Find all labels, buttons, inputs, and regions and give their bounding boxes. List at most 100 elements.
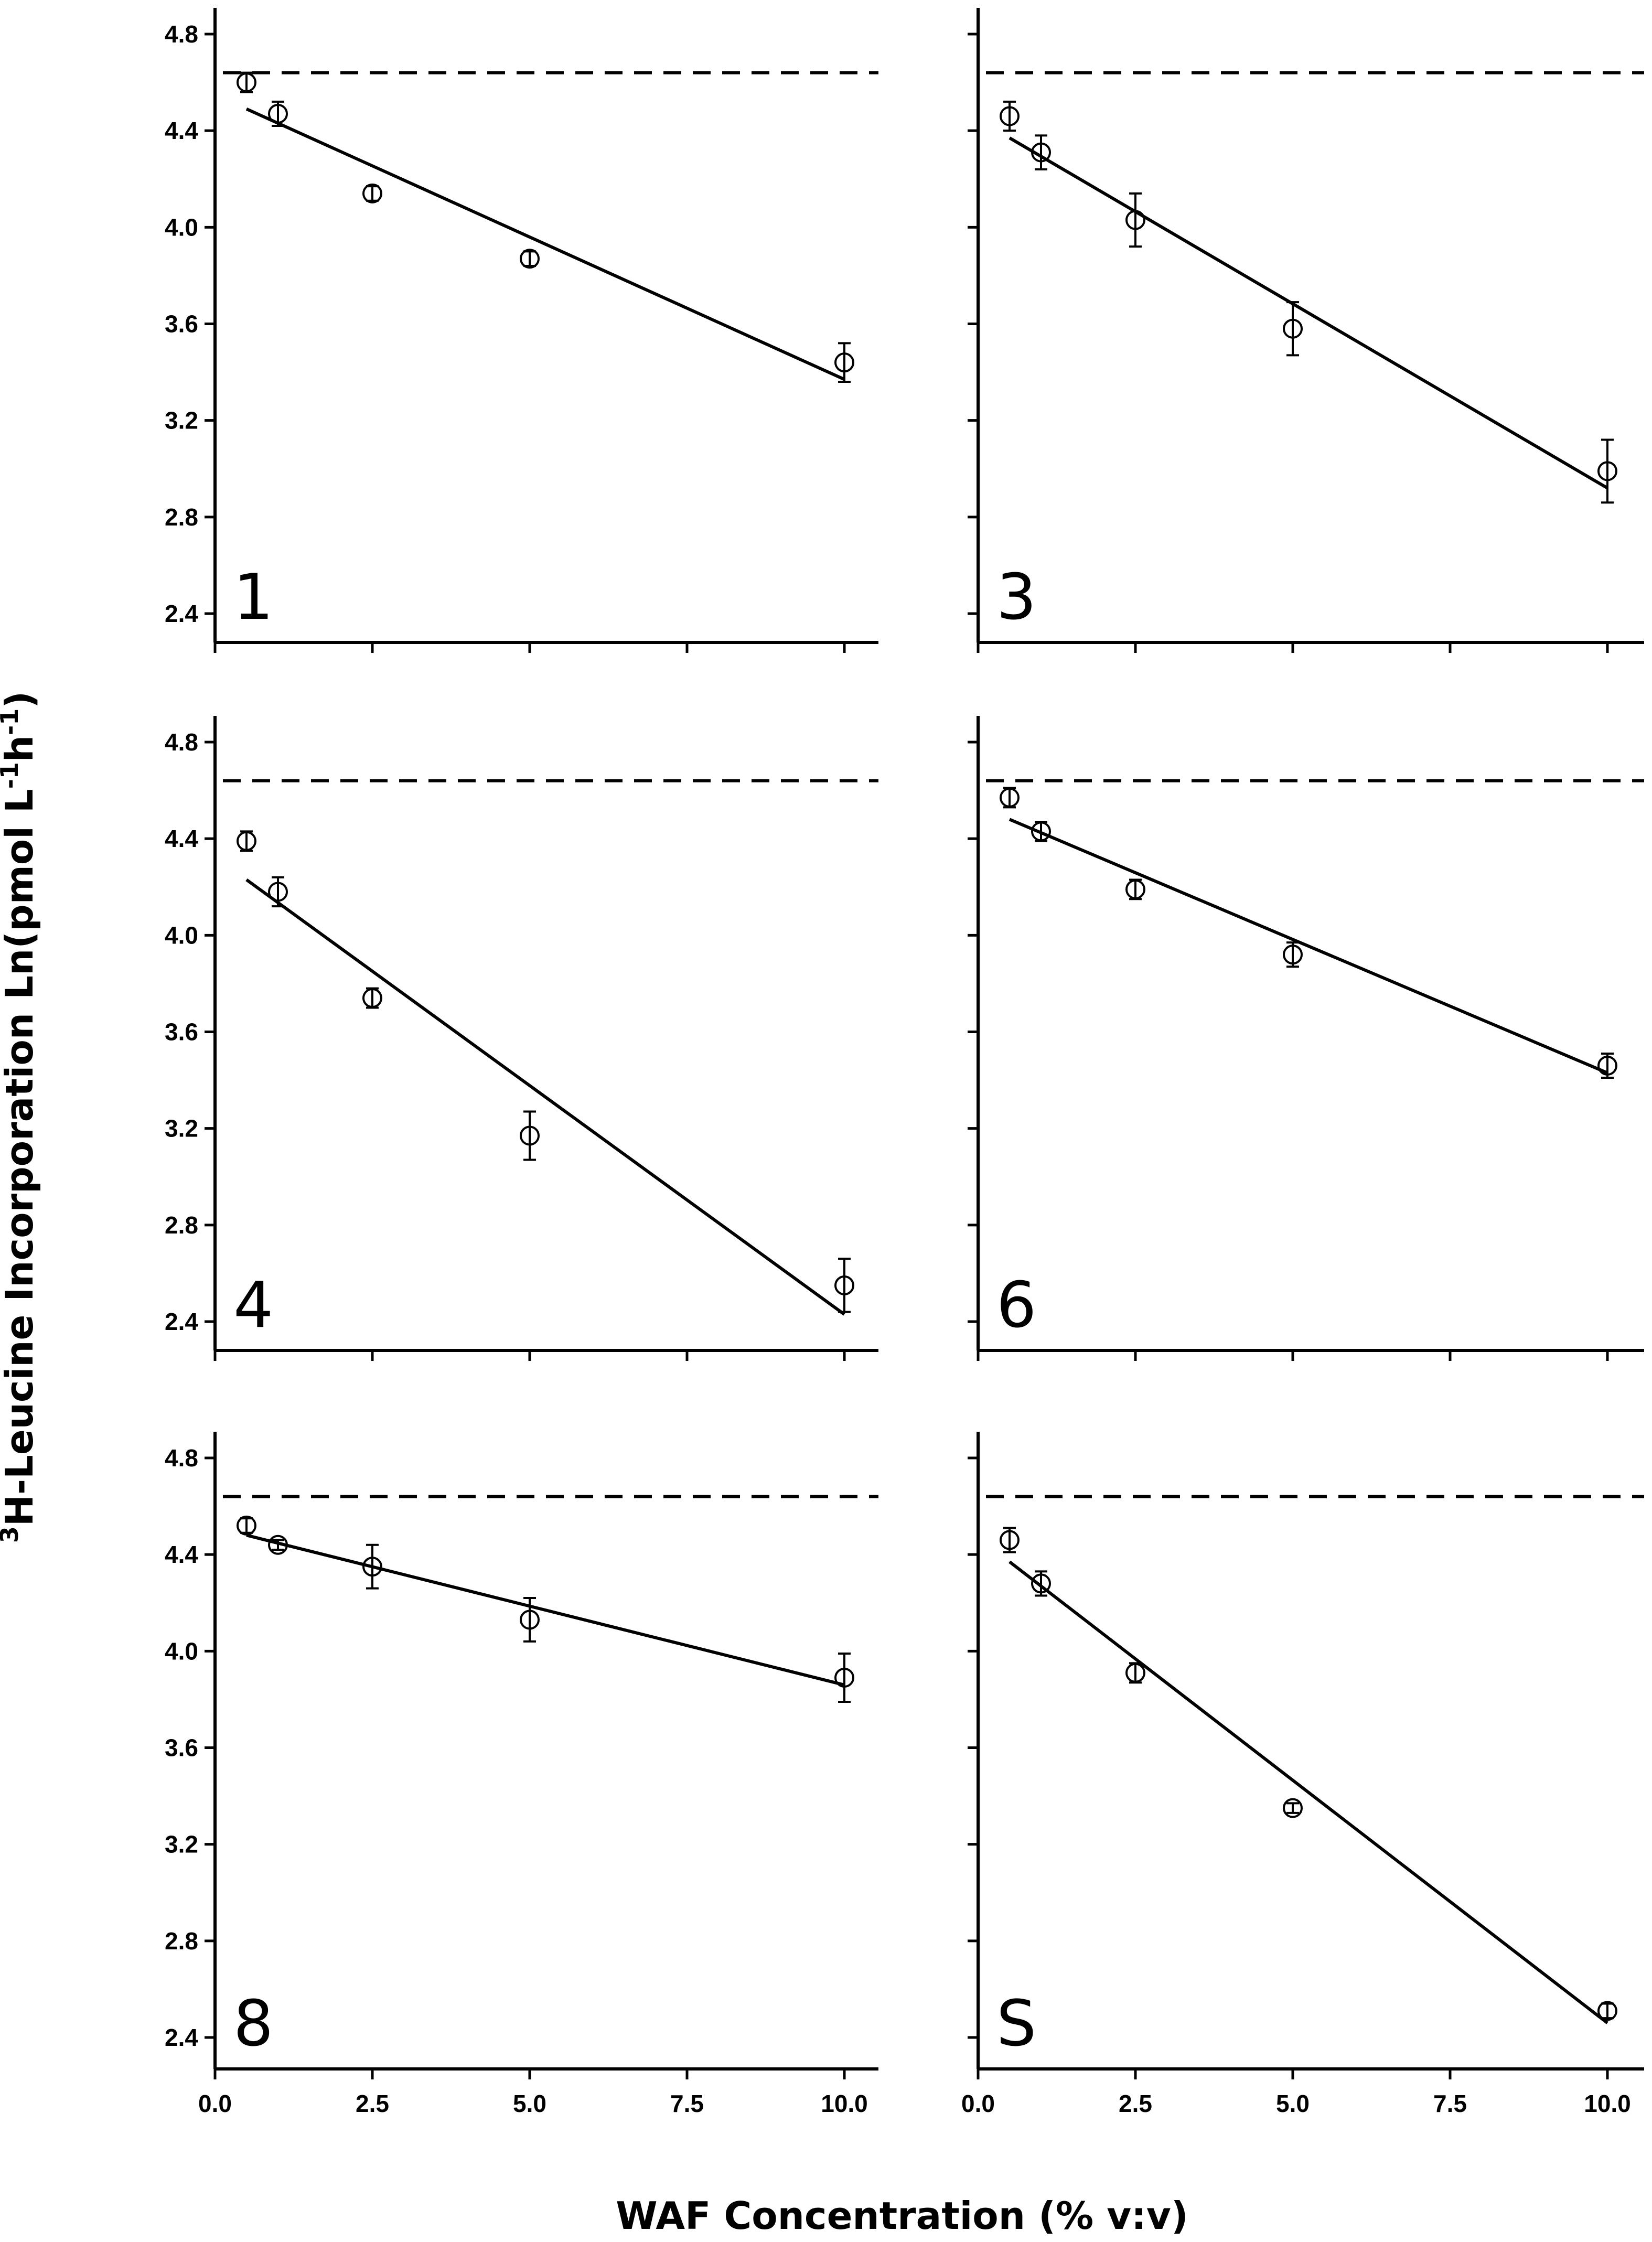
y-axis-title-main: H-Leucine Incorporation Ln(pmol L bbox=[0, 789, 41, 1526]
y-tick-label: 2.8 bbox=[165, 1211, 198, 1239]
data-point bbox=[1283, 301, 1303, 357]
data-point bbox=[1125, 878, 1145, 900]
data-point bbox=[834, 342, 854, 383]
point-marker bbox=[520, 1610, 540, 1630]
point-marker bbox=[1031, 821, 1051, 842]
data-point bbox=[1031, 820, 1051, 842]
x-tick-label: 10.0 bbox=[821, 2090, 868, 2117]
point-marker bbox=[237, 1515, 256, 1536]
data-point bbox=[362, 1543, 382, 1590]
panel-label: 4 bbox=[233, 1269, 273, 1342]
y-tick-label: 3.2 bbox=[165, 1115, 198, 1142]
data-point bbox=[1125, 1662, 1145, 1684]
x-tick-label: 0.0 bbox=[198, 2090, 232, 2117]
y-tick-label: 4.8 bbox=[165, 1444, 198, 1472]
point-marker bbox=[520, 249, 540, 269]
data-point bbox=[362, 987, 382, 1009]
data-point bbox=[834, 1258, 854, 1313]
y-axis-title-superscript-L: -1 bbox=[0, 762, 24, 789]
panel-4: 2.4 2.8 3.2 3.6 4.0 4.4 4.8 4 bbox=[165, 716, 878, 1361]
y-tick-label: 4.0 bbox=[165, 921, 198, 949]
y-tick-label: 2.8 bbox=[165, 1927, 198, 1955]
data-point bbox=[362, 183, 382, 203]
regression-line bbox=[1009, 1560, 1608, 2024]
data-point bbox=[237, 71, 256, 93]
x-tick-label: 2.5 bbox=[1119, 2090, 1152, 2117]
point-marker bbox=[362, 183, 382, 203]
y-tick-label: 3.6 bbox=[165, 310, 198, 338]
data-point bbox=[1000, 100, 1020, 132]
point-marker bbox=[1283, 318, 1303, 339]
data-point bbox=[520, 1110, 540, 1161]
point-marker bbox=[1000, 1530, 1020, 1550]
data-point bbox=[520, 249, 540, 269]
point-marker bbox=[1283, 1798, 1303, 1818]
panel-label: S bbox=[996, 1988, 1036, 2061]
y-tick-label: 4.4 bbox=[165, 117, 198, 144]
panels: 2.4 2.8 3.2 3.6 4.0 4.4 4.8 1 3 2.4 2.8 3.2 3.6 4.0 4.… bbox=[165, 8, 1644, 2117]
point-marker bbox=[1031, 1573, 1051, 1594]
y-axis-title-superscript-h: -1 bbox=[0, 709, 24, 735]
data-point bbox=[1000, 787, 1020, 809]
panel-label: 8 bbox=[233, 1988, 273, 2061]
point-marker bbox=[362, 988, 382, 1009]
point-marker bbox=[1597, 461, 1617, 481]
data-point bbox=[1283, 941, 1303, 968]
point-marker bbox=[834, 1275, 854, 1295]
data-point bbox=[237, 1515, 256, 1536]
data-point bbox=[268, 100, 288, 127]
data-point bbox=[1597, 438, 1617, 504]
point-marker bbox=[520, 1125, 540, 1146]
point-marker bbox=[362, 1557, 382, 1577]
panel-label: 6 bbox=[996, 1269, 1036, 1342]
x-tick-label: 10.0 bbox=[1584, 2090, 1631, 2117]
y-tick-label: 4.8 bbox=[165, 20, 198, 48]
data-point bbox=[1031, 134, 1051, 170]
point-marker bbox=[1283, 945, 1303, 965]
panel-label: 1 bbox=[233, 561, 273, 634]
y-tick-label: 3.2 bbox=[165, 1831, 198, 1858]
y-tick-label: 4.0 bbox=[165, 213, 198, 241]
regression-line bbox=[245, 878, 845, 1316]
x-tick-label: 7.5 bbox=[670, 2090, 704, 2117]
y-axis-title-end: ) bbox=[0, 691, 41, 709]
data-point bbox=[1597, 1052, 1617, 1079]
point-marker bbox=[1031, 142, 1051, 163]
point-marker bbox=[268, 103, 288, 124]
x-tick-label: 2.5 bbox=[356, 2090, 389, 2117]
data-point bbox=[1031, 1570, 1051, 1597]
y-axis-title-mid: h bbox=[0, 735, 41, 762]
y-tick-label: 3.2 bbox=[165, 407, 198, 434]
y-axis-title: 3H-Leucine Incorporation Ln(pmol L-1h-1) bbox=[0, 691, 41, 1543]
point-marker bbox=[1000, 787, 1020, 808]
point-marker bbox=[1597, 2001, 1617, 2021]
x-tick-label: 5.0 bbox=[1276, 2090, 1310, 2117]
panel-S: 0.0 2.5 5.0 7.5 10.0 S bbox=[961, 1432, 1644, 2117]
regression-line bbox=[1009, 136, 1608, 490]
panel-3: 3 bbox=[968, 8, 1644, 653]
regression-line bbox=[246, 1533, 845, 1687]
y-tick-label: 2.4 bbox=[165, 2024, 198, 2051]
point-marker bbox=[834, 352, 854, 373]
x-axis-title: WAF Concentration (% v:v) bbox=[616, 2194, 1188, 2238]
x-tick-label: 5.0 bbox=[513, 2090, 546, 2117]
data-point bbox=[1283, 1798, 1303, 1818]
data-point bbox=[1000, 1527, 1020, 1553]
y-tick-label: 2.4 bbox=[165, 600, 198, 627]
point-marker bbox=[1597, 1055, 1617, 1076]
y-tick-label: 4.4 bbox=[165, 1541, 198, 1568]
data-point bbox=[1597, 2001, 1617, 2021]
x-tick-label: 0.0 bbox=[961, 2090, 995, 2117]
y-tick-label: 2.8 bbox=[165, 503, 198, 531]
point-marker bbox=[834, 1667, 854, 1688]
y-tick-label: 3.6 bbox=[165, 1018, 198, 1046]
data-point bbox=[834, 1652, 854, 1703]
y-tick-label: 3.6 bbox=[165, 1734, 198, 1762]
point-marker bbox=[237, 72, 256, 93]
data-point bbox=[268, 876, 288, 908]
y-tick-label: 4.8 bbox=[165, 728, 198, 756]
panel-6: 6 bbox=[968, 716, 1644, 1361]
y-tick-label: 2.4 bbox=[165, 1308, 198, 1335]
regression-line bbox=[1009, 818, 1608, 1075]
